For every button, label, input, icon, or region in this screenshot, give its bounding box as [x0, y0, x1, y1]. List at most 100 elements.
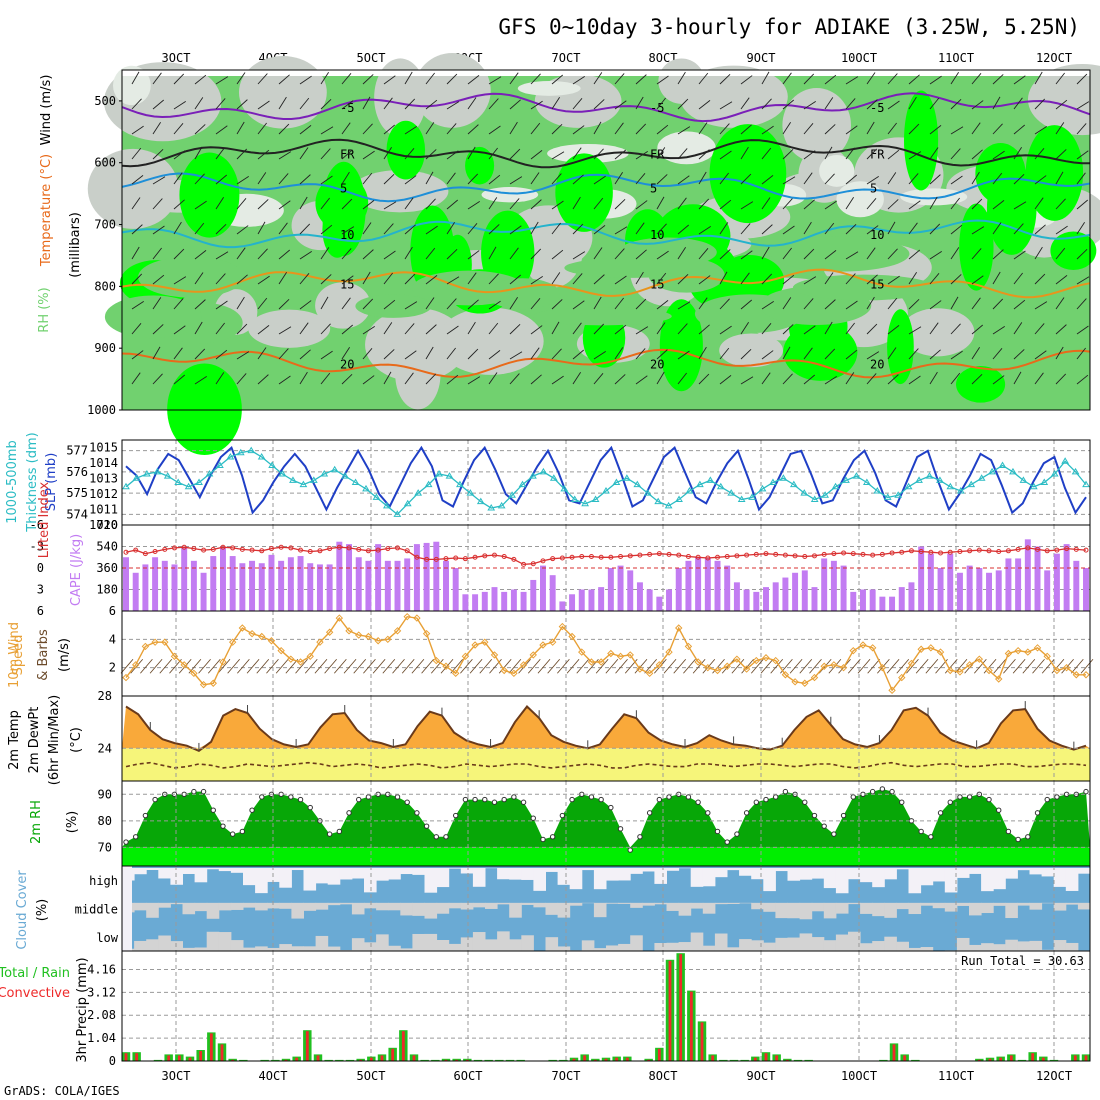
wind-barb [131, 197, 141, 210]
wind-barb [488, 372, 498, 385]
surface-wind-barb [460, 658, 473, 674]
surface-wind-barb [683, 658, 696, 674]
cloud-middle-bar [993, 902, 1006, 906]
wind-barb [488, 300, 501, 310]
wind-barb [740, 223, 751, 235]
cloud-high-bar [823, 868, 837, 889]
li-marker [763, 551, 769, 557]
thickness-marker [664, 501, 673, 509]
label-rh: RH (%) [37, 287, 52, 332]
wind-barb [572, 75, 585, 85]
rh2m-marker [1044, 796, 1050, 803]
contour-label: 10 [650, 228, 664, 242]
li-marker [1044, 548, 1050, 554]
thickness-marker [257, 453, 266, 460]
wind-barb [152, 72, 162, 85]
cloud-low-bar [194, 947, 208, 951]
wind-speed-marker [655, 661, 664, 669]
cloud-low-bar [908, 947, 922, 951]
cape-bar [132, 572, 139, 611]
wind-barb [740, 173, 752, 185]
wind-barb [257, 374, 269, 385]
rh-region [900, 188, 968, 206]
cape-bar [510, 589, 517, 611]
cape-bar [724, 565, 731, 611]
wind-barb [929, 147, 939, 160]
wind-barb [572, 174, 584, 185]
surface-wind-barb [634, 658, 648, 674]
cloud-middle-bar [944, 902, 958, 912]
li-marker [947, 549, 953, 555]
wind-barb [614, 275, 627, 285]
li-marker [976, 547, 982, 553]
precip-total-bar [153, 1059, 163, 1061]
cape-bar [142, 564, 149, 611]
li-marker [588, 554, 594, 560]
precip-convective-bar [700, 1022, 704, 1061]
cape-bar [472, 594, 479, 611]
y-tick-thickness: 577 [66, 444, 88, 458]
wind-barb [1013, 371, 1022, 385]
wind-barb [761, 71, 770, 85]
wind-barb [1076, 374, 1089, 385]
wind-barb [152, 373, 163, 385]
surface-wind-barb [1022, 658, 1036, 674]
wind-barb [572, 223, 584, 235]
wind-speed-marker [859, 641, 867, 649]
cloud-middle-bar [1029, 902, 1043, 910]
precip-convective-bar [188, 1057, 192, 1061]
label-temp-units: (°C) [69, 727, 84, 753]
wind-speed-marker [675, 624, 683, 632]
wind-barb [740, 299, 753, 310]
precip-total-bar [260, 1059, 269, 1061]
wind-barb [236, 197, 247, 210]
wind-barb [782, 247, 792, 260]
wind-barb [635, 123, 647, 135]
cloud-low-bar [485, 939, 498, 951]
cloud-left-strip [122, 866, 132, 951]
cloud-low-bar [956, 937, 970, 951]
rh2m-marker [986, 796, 992, 803]
cloud-middle-bar [291, 902, 304, 919]
wind-speed-marker [917, 645, 925, 653]
wind-barb [824, 97, 834, 110]
surface-wind-barb [333, 658, 347, 674]
wind-barb [782, 176, 796, 185]
thickness-marker [362, 484, 370, 492]
wind-barb [152, 225, 165, 235]
thickness-marker [1061, 457, 1070, 464]
precip-convective-bar [284, 1059, 288, 1061]
wind-barb [782, 324, 794, 335]
rh-region [437, 307, 544, 375]
cloud-middle-bar [848, 902, 861, 905]
cloud-low-bar [376, 934, 389, 951]
precip-convective-bar [647, 1059, 651, 1061]
cloud-high-bar [581, 868, 595, 871]
rh2m-marker [152, 796, 158, 803]
x-tick-bottom: 9OCT [747, 1069, 776, 1083]
contour-label: -5 [340, 101, 354, 115]
cape-bar [394, 560, 401, 611]
wind-barb [929, 223, 941, 235]
wind-barb [467, 321, 476, 335]
thickness-marker [769, 478, 777, 485]
wind-barb [677, 126, 691, 135]
precip-total-bar [740, 1059, 749, 1061]
wind-barb [740, 272, 750, 285]
cloud-low-bar [872, 941, 885, 951]
wind-barb [404, 246, 413, 260]
cloud-middle-bar [182, 902, 196, 915]
cloud-low-bar [1065, 942, 1079, 951]
wind-barb [782, 297, 792, 310]
wind-barb [614, 226, 628, 235]
cloud-high-bar [969, 868, 982, 874]
cloud-high-bar [376, 868, 389, 881]
wind-barb [992, 347, 1003, 360]
cape-bar [569, 594, 576, 611]
wind-barb [530, 221, 539, 235]
cloud-low-bar [315, 935, 329, 951]
wind-barb [257, 275, 270, 285]
y-tick-slp: 1015 [89, 441, 118, 455]
wind-barb [383, 201, 397, 210]
